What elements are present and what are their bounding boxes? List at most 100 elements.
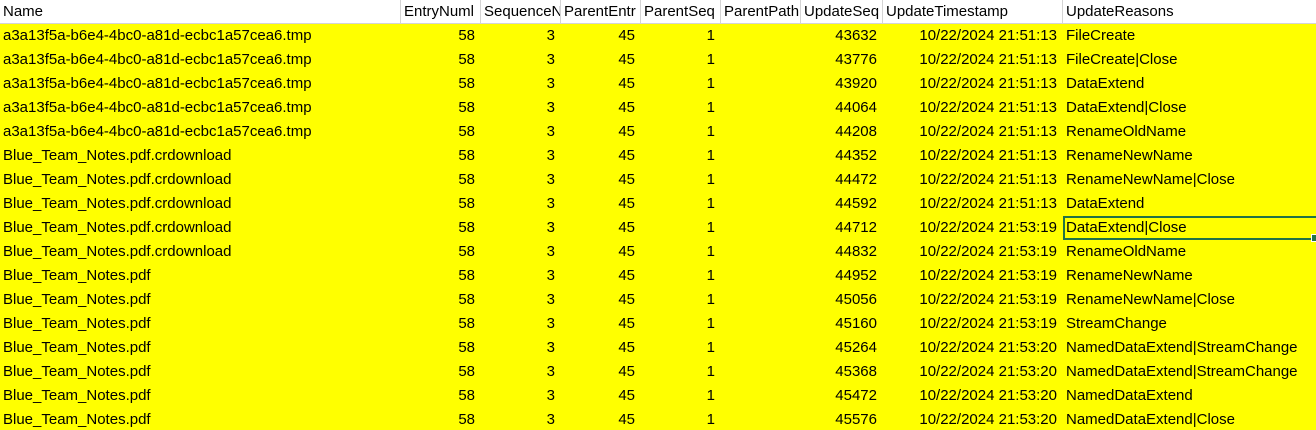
- parent-entry-cell[interactable]: 45: [561, 408, 641, 430]
- parent-path-cell[interactable]: [721, 48, 801, 72]
- update-timestamp-cell[interactable]: 10/22/2024 21:53:19: [883, 264, 1063, 288]
- sequence-number-cell[interactable]: 3: [481, 360, 561, 384]
- name-cell[interactable]: a3a13f5a-b6e4-4bc0-a81d-ecbc1a57cea6.tmp: [0, 96, 401, 120]
- parent-path-cell[interactable]: [721, 240, 801, 264]
- update-sequence-cell[interactable]: 45056: [801, 288, 883, 312]
- parent-sequence-cell[interactable]: 1: [641, 96, 721, 120]
- parent-path-cell[interactable]: [721, 216, 801, 240]
- name-cell[interactable]: Blue_Team_Notes.pdf.crdownload: [0, 192, 401, 216]
- update-sequence-cell[interactable]: 45576: [801, 408, 883, 430]
- update-reasons-cell[interactable]: NamedDataExtend|StreamChange: [1063, 360, 1316, 384]
- update-timestamp-cell[interactable]: 10/22/2024 21:51:13: [883, 96, 1063, 120]
- parent-entry-cell[interactable]: 45: [561, 312, 641, 336]
- parent-sequence-cell[interactable]: 1: [641, 360, 721, 384]
- update-reasons-cell[interactable]: RenameNewName: [1063, 144, 1316, 168]
- header-parent-path[interactable]: ParentPath: [721, 0, 801, 24]
- entry-number-cell[interactable]: 58: [401, 72, 481, 96]
- header-update-timestamp[interactable]: UpdateTimestamp: [883, 0, 1063, 24]
- update-timestamp-cell[interactable]: 10/22/2024 21:51:13: [883, 48, 1063, 72]
- update-reasons-cell[interactable]: FileCreate|Close: [1063, 48, 1316, 72]
- entry-number-cell[interactable]: 58: [401, 360, 481, 384]
- sequence-number-cell[interactable]: 3: [481, 96, 561, 120]
- entry-number-cell[interactable]: 58: [401, 384, 481, 408]
- sequence-number-cell[interactable]: 3: [481, 384, 561, 408]
- update-reasons-cell[interactable]: RenameOldName: [1063, 120, 1316, 144]
- update-reasons-cell[interactable]: StreamChange: [1063, 312, 1316, 336]
- parent-sequence-cell[interactable]: 1: [641, 240, 721, 264]
- sequence-number-cell[interactable]: 3: [481, 264, 561, 288]
- parent-sequence-cell[interactable]: 1: [641, 384, 721, 408]
- update-timestamp-cell[interactable]: 10/22/2024 21:51:13: [883, 144, 1063, 168]
- update-reasons-cell[interactable]: DataExtend|Close: [1063, 216, 1316, 240]
- update-reasons-cell[interactable]: DataExtend: [1063, 72, 1316, 96]
- entry-number-cell[interactable]: 58: [401, 24, 481, 48]
- update-sequence-cell[interactable]: 44952: [801, 264, 883, 288]
- parent-sequence-cell[interactable]: 1: [641, 216, 721, 240]
- parent-entry-cell[interactable]: 45: [561, 48, 641, 72]
- header-parent-entry[interactable]: ParentEntr: [561, 0, 641, 24]
- update-sequence-cell[interactable]: 45264: [801, 336, 883, 360]
- update-reasons-cell[interactable]: DataExtend: [1063, 192, 1316, 216]
- sequence-number-cell[interactable]: 3: [481, 48, 561, 72]
- update-reasons-cell[interactable]: RenameNewName|Close: [1063, 168, 1316, 192]
- name-cell[interactable]: Blue_Team_Notes.pdf: [0, 384, 401, 408]
- parent-sequence-cell[interactable]: 1: [641, 288, 721, 312]
- parent-entry-cell[interactable]: 45: [561, 384, 641, 408]
- sequence-number-cell[interactable]: 3: [481, 192, 561, 216]
- update-timestamp-cell[interactable]: 10/22/2024 21:53:19: [883, 288, 1063, 312]
- update-timestamp-cell[interactable]: 10/22/2024 21:53:19: [883, 312, 1063, 336]
- update-sequence-cell[interactable]: 44472: [801, 168, 883, 192]
- name-cell[interactable]: Blue_Team_Notes.pdf: [0, 264, 401, 288]
- update-timestamp-cell[interactable]: 10/22/2024 21:53:20: [883, 336, 1063, 360]
- header-update-sequence[interactable]: UpdateSeq: [801, 0, 883, 24]
- update-sequence-cell[interactable]: 45160: [801, 312, 883, 336]
- name-cell[interactable]: Blue_Team_Notes.pdf.crdownload: [0, 216, 401, 240]
- update-sequence-cell[interactable]: 44352: [801, 144, 883, 168]
- name-cell[interactable]: a3a13f5a-b6e4-4bc0-a81d-ecbc1a57cea6.tmp: [0, 72, 401, 96]
- entry-number-cell[interactable]: 58: [401, 96, 481, 120]
- entry-number-cell[interactable]: 58: [401, 336, 481, 360]
- update-sequence-cell[interactable]: 44712: [801, 216, 883, 240]
- entry-number-cell[interactable]: 58: [401, 408, 481, 430]
- update-timestamp-cell[interactable]: 10/22/2024 21:53:20: [883, 384, 1063, 408]
- parent-path-cell[interactable]: [721, 72, 801, 96]
- entry-number-cell[interactable]: 58: [401, 168, 481, 192]
- name-cell[interactable]: Blue_Team_Notes.pdf: [0, 360, 401, 384]
- update-timestamp-cell[interactable]: 10/22/2024 21:51:13: [883, 24, 1063, 48]
- name-cell[interactable]: Blue_Team_Notes.pdf: [0, 336, 401, 360]
- update-timestamp-cell[interactable]: 10/22/2024 21:51:13: [883, 192, 1063, 216]
- update-sequence-cell[interactable]: 44208: [801, 120, 883, 144]
- name-cell[interactable]: Blue_Team_Notes.pdf: [0, 408, 401, 430]
- entry-number-cell[interactable]: 58: [401, 48, 481, 72]
- sequence-number-cell[interactable]: 3: [481, 336, 561, 360]
- entry-number-cell[interactable]: 58: [401, 240, 481, 264]
- sequence-number-cell[interactable]: 3: [481, 216, 561, 240]
- name-cell[interactable]: Blue_Team_Notes.pdf.crdownload: [0, 240, 401, 264]
- parent-entry-cell[interactable]: 45: [561, 192, 641, 216]
- parent-sequence-cell[interactable]: 1: [641, 312, 721, 336]
- parent-entry-cell[interactable]: 45: [561, 72, 641, 96]
- sequence-number-cell[interactable]: 3: [481, 120, 561, 144]
- entry-number-cell[interactable]: 58: [401, 216, 481, 240]
- parent-sequence-cell[interactable]: 1: [641, 168, 721, 192]
- parent-path-cell[interactable]: [721, 144, 801, 168]
- header-parent-sequence[interactable]: ParentSeq: [641, 0, 721, 24]
- update-timestamp-cell[interactable]: 10/22/2024 21:53:19: [883, 216, 1063, 240]
- parent-path-cell[interactable]: [721, 24, 801, 48]
- update-sequence-cell[interactable]: 44592: [801, 192, 883, 216]
- parent-entry-cell[interactable]: 45: [561, 24, 641, 48]
- entry-number-cell[interactable]: 58: [401, 192, 481, 216]
- update-reasons-cell[interactable]: NamedDataExtend|StreamChange: [1063, 336, 1316, 360]
- update-timestamp-cell[interactable]: 10/22/2024 21:53:20: [883, 360, 1063, 384]
- parent-entry-cell[interactable]: 45: [561, 216, 641, 240]
- parent-sequence-cell[interactable]: 1: [641, 408, 721, 430]
- update-reasons-cell[interactable]: NamedDataExtend|Close: [1063, 408, 1316, 430]
- parent-path-cell[interactable]: [721, 360, 801, 384]
- sequence-number-cell[interactable]: 3: [481, 312, 561, 336]
- update-sequence-cell[interactable]: 45472: [801, 384, 883, 408]
- parent-path-cell[interactable]: [721, 336, 801, 360]
- parent-sequence-cell[interactable]: 1: [641, 336, 721, 360]
- name-cell[interactable]: Blue_Team_Notes.pdf: [0, 288, 401, 312]
- sequence-number-cell[interactable]: 3: [481, 24, 561, 48]
